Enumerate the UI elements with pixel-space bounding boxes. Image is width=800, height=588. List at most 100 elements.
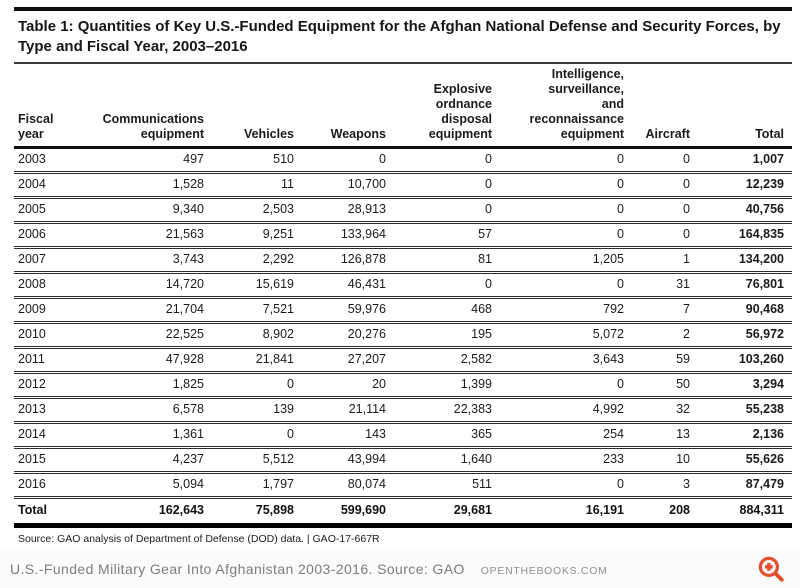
source-note: Source: GAO analysis of Department of De… [18, 533, 380, 545]
value-cell: 511 [472, 477, 492, 491]
row-total-cell: 76,801 [745, 277, 784, 291]
value-cell: 57 [478, 227, 492, 241]
zoom-in-icon[interactable] [756, 554, 786, 584]
table-header: Fiscal year Communications equipment Vehic… [14, 64, 792, 148]
value-cell: 20,276 [347, 327, 386, 341]
row-total-cell: 55,626 [745, 452, 784, 466]
value-cell: 4,237 [172, 452, 204, 466]
value-cell: 139 [273, 402, 294, 416]
table-row: 2011 47,928 21,841 27,207 2,582 3,643 59 103,26… [14, 348, 792, 373]
fiscal-year-cell: 2009 [18, 302, 46, 316]
value-cell: 5,072 [592, 327, 624, 341]
value-cell: 0 [485, 277, 492, 291]
value-cell: 0 [617, 152, 624, 166]
value-cell: 31 [676, 277, 690, 291]
fiscal-year-cell: 2008 [18, 277, 46, 291]
value-cell: 59,976 [347, 302, 386, 316]
value-cell: 7,521 [262, 302, 294, 316]
value-cell: 0 [683, 202, 690, 216]
row-total-cell: 90,468 [745, 302, 784, 316]
value-cell: 20 [372, 377, 386, 391]
value-cell: 0 [287, 427, 294, 441]
value-cell: 59 [676, 352, 690, 366]
value-cell: 47,928 [165, 352, 204, 366]
value-cell: 14,720 [165, 277, 204, 291]
value-cell: 0 [617, 477, 624, 491]
table-footer: Total 162,643 75,898 599,690 29,681 16,191 208… [14, 498, 792, 526]
value-cell: 13 [676, 427, 690, 441]
value-cell: 10 [676, 452, 690, 466]
value-cell: 510 [273, 152, 294, 166]
header-row: Fiscal year Communications equipment Vehic… [14, 64, 792, 148]
equipment-table: Fiscal year Communications equipment Vehic… [14, 64, 792, 528]
fiscal-year-cell: 2010 [18, 327, 46, 341]
value-cell: 0 [485, 177, 492, 191]
fiscal-year-cell: 2006 [18, 227, 46, 241]
table-row: 2014 1,361 0 143 365 254 13 2,136 [14, 423, 792, 448]
value-cell: 1,797 [262, 477, 294, 491]
value-cell: 81 [478, 252, 492, 266]
value-cell: 2,582 [460, 352, 492, 366]
value-cell: 792 [603, 302, 624, 316]
value-cell: 10,700 [347, 177, 386, 191]
value-cell: 4,992 [592, 402, 624, 416]
table-row: 2007 3,743 2,292 126,878 81 1,205 1 134,200 [14, 248, 792, 273]
value-cell: 50 [676, 377, 690, 391]
fiscal-year-cell: 2016 [18, 477, 46, 491]
value-cell: 1,825 [172, 377, 204, 391]
fiscal-year-cell: 2015 [18, 452, 46, 466]
value-cell: 0 [617, 377, 624, 391]
value-cell: 468 [471, 302, 492, 316]
image-caption: U.S.-Funded Military Gear Into Afghanist… [10, 561, 465, 577]
row-total-cell: 103,260 [738, 352, 784, 366]
value-cell: 1,640 [460, 452, 492, 466]
total-value-cell: 29,681 [453, 503, 492, 517]
column-header: Communications equipment [102, 112, 204, 141]
value-cell: 0 [287, 377, 294, 391]
value-cell: 143 [365, 427, 386, 441]
table-figure: Table 1: Quantities of Key U.S.-Funded E… [14, 7, 792, 545]
value-cell: 1 [683, 252, 690, 266]
fiscal-year-cell: 2005 [18, 202, 46, 216]
value-cell: 0 [683, 152, 690, 166]
value-cell: 43,994 [347, 452, 386, 466]
fiscal-year-cell: 2003 [18, 152, 46, 166]
value-cell: 46,431 [347, 277, 386, 291]
value-cell: 3 [683, 477, 690, 491]
table-row: 2008 14,720 15,619 46,431 0 0 31 76,801 [14, 273, 792, 298]
value-cell: 6,578 [172, 402, 204, 416]
value-cell: 7 [683, 302, 690, 316]
value-cell: 233 [603, 452, 624, 466]
value-cell: 1,399 [460, 377, 492, 391]
value-cell: 126,878 [340, 252, 386, 266]
value-cell: 133,964 [340, 227, 386, 241]
total-value-cell: 599,690 [340, 503, 386, 517]
value-cell: 80,074 [347, 477, 386, 491]
value-cell: 28,913 [347, 202, 386, 216]
column-header: Total [755, 127, 784, 141]
value-cell: 365 [471, 427, 492, 441]
row-total-cell: 1,007 [752, 152, 784, 166]
value-cell: 1,528 [172, 177, 204, 191]
top-rule [14, 7, 792, 11]
table-row: 2005 9,340 2,503 28,913 0 0 0 40,756 [14, 198, 792, 223]
column-header: Aircraft [645, 127, 690, 141]
row-total-cell: 2,136 [752, 427, 784, 441]
footer-bar: U.S.-Funded Military Gear Into Afghanist… [0, 550, 800, 588]
fiscal-year-cell: 2007 [18, 252, 46, 266]
value-cell: 11 [281, 177, 294, 191]
header-rule [14, 62, 792, 64]
table-row: 2006 21,563 9,251 133,964 57 0 0 164,835 [14, 223, 792, 248]
total-value-cell: 162,643 [158, 503, 204, 517]
value-cell: 0 [683, 177, 690, 191]
value-cell: 0 [617, 277, 624, 291]
table-row: 2003 497 510 0 0 0 0 1,007 [14, 148, 792, 173]
value-cell: 5,094 [172, 477, 204, 491]
table-row: 2016 5,094 1,797 80,074 511 0 3 87,479 [14, 473, 792, 498]
fiscal-year-cell: 2013 [18, 402, 46, 416]
table-row: 2004 1,528 11 10,700 0 0 0 12,239 [14, 173, 792, 198]
table-body: 2003 497 510 0 0 0 0 1,007 2004 1,528 11 10,700 0 0 0 1… [14, 148, 792, 498]
table-row: 2015 4,237 5,512 43,994 1,640 233 10 55,626 [14, 448, 792, 473]
report-page: Table 1: Quantities of Key U.S.-Funded E… [14, 7, 792, 545]
column-header: Vehicles [243, 127, 294, 141]
